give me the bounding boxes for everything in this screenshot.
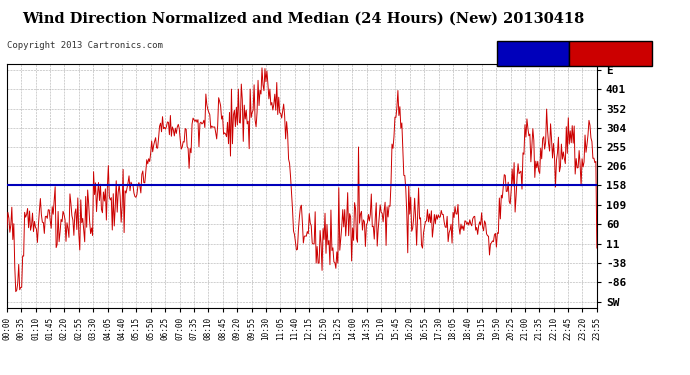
Text: Copyright 2013 Cartronics.com: Copyright 2013 Cartronics.com	[7, 41, 163, 50]
Text: Wind Direction Normalized and Median (24 Hours) (New) 20130418: Wind Direction Normalized and Median (24…	[23, 11, 584, 25]
Text: Direction: Direction	[584, 48, 637, 58]
Text: Average: Average	[513, 48, 553, 58]
